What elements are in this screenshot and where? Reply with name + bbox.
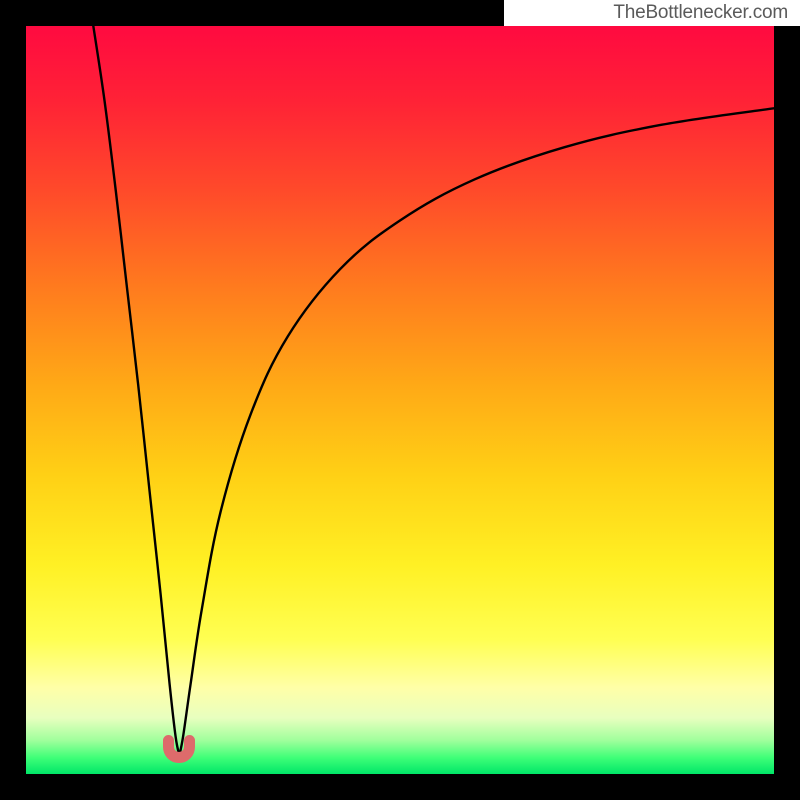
curve-right-branch (179, 108, 774, 755)
curve-left-branch (93, 26, 179, 755)
chart-area (26, 26, 774, 774)
watermark-bar: TheBottlenecker.com (504, 0, 800, 26)
bottleneck-curve (26, 26, 774, 774)
optimum-marker-icon (163, 735, 195, 763)
watermark-text: TheBottlenecker.com (613, 2, 788, 24)
